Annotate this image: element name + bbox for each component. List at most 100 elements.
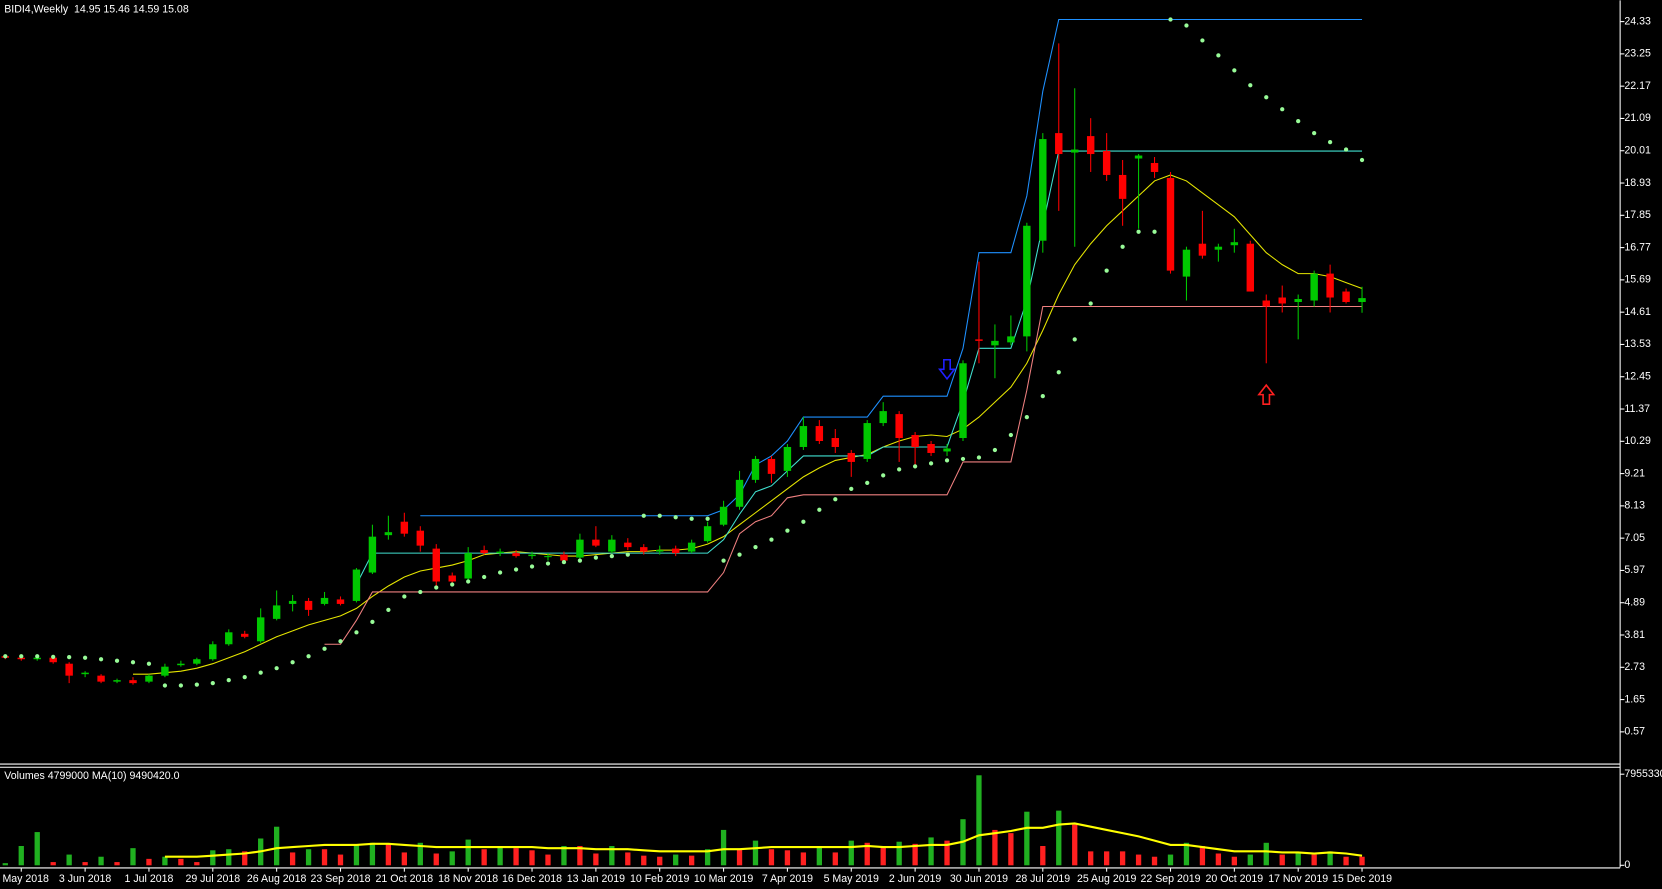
sar-dot <box>497 570 503 575</box>
sar-dot <box>1040 394 1045 399</box>
volume-bar <box>1263 842 1269 866</box>
volume-bar <box>1247 854 1253 866</box>
volume-bar <box>992 829 998 866</box>
volume-bar <box>1103 851 1110 866</box>
candle-body <box>336 599 345 604</box>
candle-body <box>624 542 632 548</box>
x-tick-label: 5 May 2019 <box>824 873 879 885</box>
x-tick-label: 22 Sep 2019 <box>1140 873 1200 885</box>
indicator-line <box>132 174 1363 675</box>
candle-body <box>592 539 600 546</box>
candle-body <box>241 633 249 637</box>
volume-bar <box>1343 856 1349 866</box>
volume-bar <box>880 846 886 866</box>
candle-body <box>1198 243 1207 256</box>
candle-body <box>751 458 760 480</box>
sar-dot <box>897 467 902 472</box>
candle-body <box>528 554 536 557</box>
candle-body <box>1294 299 1302 302</box>
x-tick-label: 2 Jun 2019 <box>889 873 941 885</box>
candle-body <box>1055 133 1063 155</box>
candle-body <box>384 532 393 536</box>
candle-body <box>1230 242 1239 246</box>
candle-body <box>304 600 313 610</box>
volume-bar <box>625 852 631 866</box>
candle-body <box>1102 151 1111 175</box>
sar-dot <box>928 461 934 466</box>
volume-bar <box>1279 854 1285 866</box>
volume-bar <box>465 839 471 866</box>
volume-bar <box>178 858 184 866</box>
volume-bar <box>449 851 455 866</box>
y-tick-label: 11.37 <box>1624 403 1650 415</box>
sar-dot <box>513 567 519 572</box>
indicator-line <box>355 150 1363 585</box>
candle-body <box>49 657 57 663</box>
volume-bar <box>1199 846 1206 866</box>
candle-body <box>177 663 185 666</box>
volume-bar <box>2 863 8 866</box>
x-tick-label: 17 Nov 2019 <box>1268 873 1328 885</box>
candle-body <box>1262 300 1270 307</box>
volume-bar <box>976 775 982 866</box>
volume-bar <box>194 862 200 866</box>
sar-dot <box>1296 119 1301 124</box>
volume-bar <box>673 854 679 866</box>
candle-body <box>831 438 840 447</box>
volume-bar <box>1056 810 1062 866</box>
candle-body <box>161 666 169 676</box>
volume-bar <box>736 849 743 866</box>
sar-dot <box>3 654 8 659</box>
x-tick-label: 6 May 2018 <box>0 873 49 885</box>
sar-dot <box>1184 23 1189 28</box>
candle-body <box>1071 149 1079 153</box>
sar-dot <box>178 683 183 688</box>
candle-body <box>145 675 153 682</box>
candle-body <box>863 423 871 459</box>
candle-body <box>400 521 409 534</box>
volume-bar <box>561 846 567 866</box>
candle-body <box>288 600 297 604</box>
candle-body <box>1134 155 1143 159</box>
candle-body <box>735 479 744 507</box>
sar-dot <box>210 681 215 686</box>
candle-body <box>1246 243 1255 292</box>
sar-dot <box>1104 268 1109 273</box>
volume-bar <box>353 844 360 866</box>
sar-dot <box>609 553 614 559</box>
volume-bar <box>864 842 870 866</box>
volume-bar <box>273 826 280 866</box>
volume-bar <box>816 847 822 866</box>
sar-dot <box>673 515 678 520</box>
volume-bar <box>497 846 503 866</box>
volume-bar <box>18 846 24 866</box>
sar-dot <box>1216 53 1221 58</box>
x-tick-label: 3 Jun 2018 <box>59 873 111 885</box>
y-tick-label: 21.09 <box>1624 112 1651 124</box>
candle-body <box>1086 136 1095 155</box>
volume-bar <box>401 852 407 866</box>
sar-dot <box>402 594 407 599</box>
volume-bar <box>912 843 918 866</box>
sar-dot <box>1248 83 1253 88</box>
y-tick-label: 13.53 <box>1624 338 1651 350</box>
sar-dot <box>98 657 104 662</box>
y-tick-label: 5.97 <box>1624 564 1645 576</box>
candle-body <box>97 675 105 682</box>
x-tick-label: 29 Jul 2018 <box>185 873 240 885</box>
sar-dot <box>1168 17 1173 22</box>
candle-body <box>687 542 696 552</box>
y-tick-label: 24.33 <box>1624 15 1651 27</box>
volume-bar <box>305 849 312 866</box>
volume-bar <box>1008 833 1014 866</box>
volume-bar <box>369 842 376 866</box>
candle-body <box>480 550 488 554</box>
sar-dot <box>577 558 583 563</box>
candle-body <box>1182 249 1191 277</box>
sar-dot <box>865 480 870 485</box>
x-tick-label: 15 Dec 2019 <box>1332 873 1392 885</box>
signal-arrow <box>1257 383 1276 405</box>
x-tick-label: 25 Aug 2019 <box>1077 873 1137 885</box>
sar-dot <box>689 516 694 521</box>
candle-body <box>352 569 361 601</box>
